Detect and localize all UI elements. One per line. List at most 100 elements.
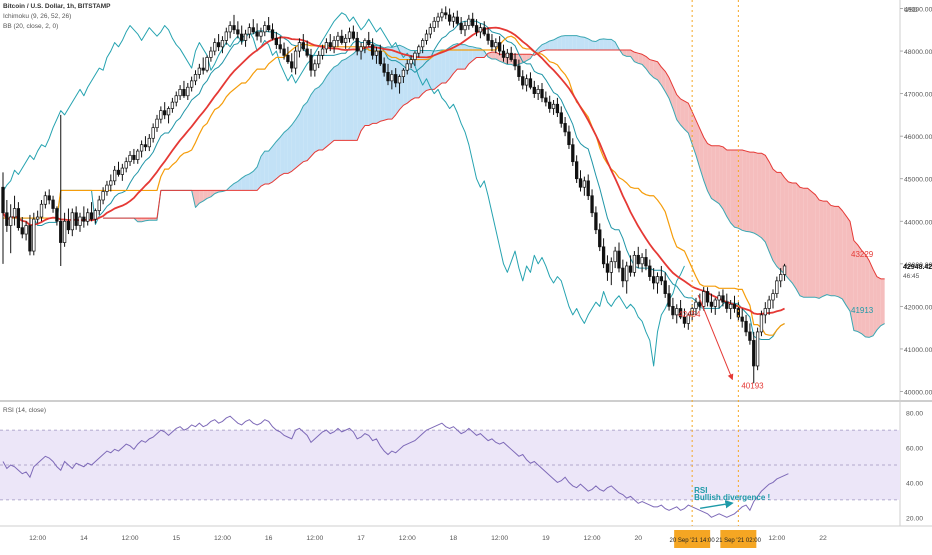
candle-body <box>240 33 244 41</box>
cloud-segment <box>592 40 596 50</box>
cloud-segment <box>696 120 700 169</box>
candle-body <box>151 127 155 139</box>
candle-body <box>455 16 459 24</box>
cloud-segment <box>838 206 843 299</box>
cloud-segment <box>542 43 546 52</box>
candle-body <box>9 216 13 226</box>
candle-body <box>128 154 132 163</box>
cloud-segment <box>287 125 292 174</box>
candle-body <box>498 42 502 52</box>
cloud-segment <box>495 52 500 62</box>
cloud-segment <box>715 145 720 204</box>
candle-body <box>636 254 640 265</box>
candle-body <box>201 67 205 71</box>
candle-body <box>166 108 171 116</box>
candle-body <box>139 144 144 152</box>
candle-body <box>170 101 175 109</box>
candle-body <box>421 40 425 48</box>
candle-body <box>467 18 471 26</box>
cloud-segment <box>649 59 654 78</box>
candle-body <box>124 161 128 169</box>
candle-body <box>255 31 259 37</box>
candle-body <box>120 167 125 175</box>
price-tick-label: 47000.00 <box>904 92 932 99</box>
time-tick-label: 22 <box>819 535 827 542</box>
current-price-label: 42948.42 <box>903 264 932 271</box>
cloud-segment <box>249 171 254 191</box>
time-tick-label: 19 <box>542 535 550 542</box>
candle-body <box>513 59 517 67</box>
price-tick-label: 48000.00 <box>904 49 932 56</box>
cloud-segment <box>299 105 304 165</box>
candle-body <box>305 48 309 56</box>
candle-body <box>324 42 329 50</box>
cloud-segment <box>357 50 362 141</box>
cloud-segment <box>776 172 781 271</box>
cloud-segment <box>657 61 662 86</box>
candle-body <box>105 184 109 192</box>
candle-body <box>278 44 282 50</box>
cloud-segment <box>769 161 773 261</box>
date-badge-label: 21 Sep '21 02:00 <box>716 538 762 544</box>
cloud-segment <box>326 71 331 147</box>
cloud-segment <box>719 145 723 210</box>
cloud-segment <box>284 129 288 174</box>
rsi-note-line2: Bullish divergence ! <box>694 493 770 502</box>
candle-body <box>286 54 290 63</box>
cloud-segment <box>607 39 612 50</box>
candle-body <box>1 186 5 214</box>
cloud-segment <box>557 36 562 50</box>
candle-body <box>143 144 148 148</box>
cloud-segment <box>796 182 800 296</box>
cloud-segment <box>857 244 862 334</box>
cloud-segment <box>753 152 758 236</box>
cloud-segment <box>457 43 462 70</box>
candle-body <box>728 303 733 309</box>
time-tick-label: 12:00 <box>29 535 46 542</box>
indicator-lines <box>2 12 885 367</box>
cloud-segment <box>322 76 327 150</box>
cloud-segment <box>234 181 238 191</box>
chikou-span-line <box>2 12 685 367</box>
candle-body <box>282 48 286 56</box>
label-low-b: 40193 <box>741 381 764 390</box>
senkou-span-a-line <box>103 35 885 338</box>
rsi-tick-label: 40.00 <box>906 480 923 487</box>
cloud-segment <box>388 46 392 120</box>
candle-body <box>424 33 429 41</box>
candle-body <box>613 250 617 263</box>
candle-body <box>12 208 17 218</box>
candle-body <box>174 95 178 103</box>
cloud-segment <box>307 94 311 161</box>
candle-body <box>748 331 752 341</box>
candle-body <box>594 212 598 231</box>
candle-body <box>663 280 667 294</box>
candle-body <box>759 314 764 333</box>
candle-body <box>116 169 121 175</box>
cloud-segment <box>611 39 616 50</box>
cloud-segment <box>137 218 142 222</box>
cloud-segment <box>314 87 319 153</box>
candle-body <box>70 212 74 231</box>
candle-body <box>317 54 321 65</box>
cloud-segment <box>703 137 708 191</box>
cloud-segment <box>815 194 820 299</box>
cloud-segment <box>634 52 639 64</box>
candle-body <box>228 25 232 33</box>
candle-body <box>205 57 209 71</box>
candle-body <box>20 227 24 235</box>
date-badge-label: 20 Sep '21 14:00 <box>670 538 716 544</box>
cloud-segment <box>353 50 358 141</box>
candle-body <box>351 31 355 39</box>
candle-body <box>536 89 540 94</box>
cloud-segment <box>465 44 469 70</box>
candle-body <box>444 12 448 16</box>
candle-body <box>263 25 267 33</box>
cloud-segment <box>334 64 338 141</box>
cloud-segment <box>846 215 850 312</box>
cloud-segment <box>337 60 342 141</box>
candle-body <box>243 33 248 41</box>
cloud-segment <box>549 39 554 50</box>
candle-body <box>259 31 263 37</box>
time-tick-label: 12:00 <box>768 535 785 542</box>
